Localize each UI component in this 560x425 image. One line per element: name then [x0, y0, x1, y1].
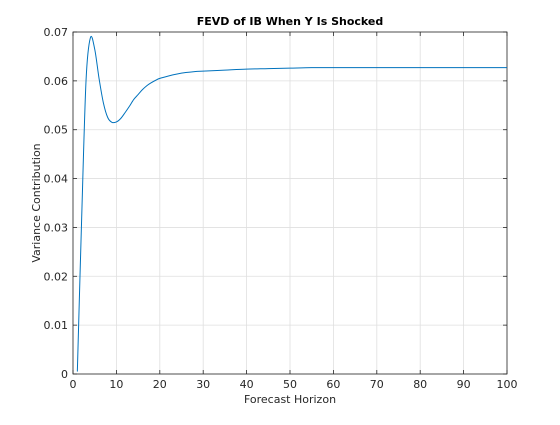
series-line — [76, 35, 507, 372]
y-tick-label: 0.03 — [44, 221, 69, 234]
y-tick-label: 0.07 — [44, 26, 69, 39]
y-tick-label: 0.02 — [44, 270, 69, 283]
y-tick-label: 0 — [61, 368, 68, 381]
x-tick-label: 70 — [370, 378, 384, 391]
y-tick-label: 0.04 — [44, 173, 69, 186]
x-tick-label: 100 — [497, 378, 518, 391]
x-tick-label: 10 — [109, 378, 123, 391]
axis-ticks: 0 10 20 30 40 50 60 70 80 90 100 0 0.01 0.02 0.03 0.04 0… — [44, 26, 518, 391]
x-tick-label: 0 — [70, 378, 77, 391]
y-tick-label: 0.01 — [44, 319, 69, 332]
x-tick-label: 30 — [196, 378, 210, 391]
x-tick-label: 40 — [240, 378, 254, 391]
y-tick-label: 0.05 — [44, 124, 69, 137]
series-layer — [76, 35, 507, 372]
x-tick-label: 50 — [283, 378, 297, 391]
chart-title: FEVD of IB When Y Is Shocked — [197, 15, 384, 28]
x-tick-label: 80 — [413, 378, 427, 391]
x-tick-label: 20 — [153, 378, 167, 391]
y-tick-label: 0.06 — [44, 75, 69, 88]
x-tick-label: 60 — [326, 378, 340, 391]
x-tick-label: 90 — [457, 378, 471, 391]
x-axis-label: Forecast Horizon — [244, 393, 336, 406]
y-axis-label: Variance Contribution — [30, 143, 43, 262]
